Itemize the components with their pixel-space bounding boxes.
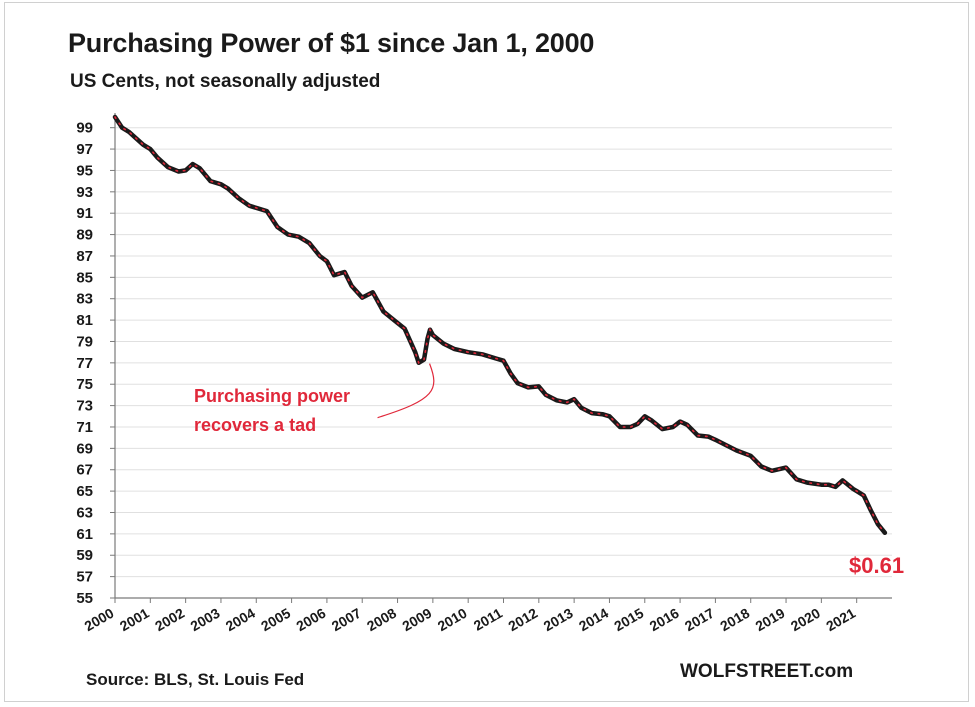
x-tick-label: 2019 <box>753 605 788 635</box>
x-tick-label: 2020 <box>788 605 823 635</box>
x-tick-label: 2006 <box>293 605 328 635</box>
y-tick-label: 55 <box>76 590 93 607</box>
x-tick-label: 2008 <box>364 605 399 635</box>
y-tick-label: 85 <box>76 269 93 286</box>
y-tick-label: 75 <box>76 376 93 393</box>
y-tick-label: 59 <box>76 547 93 564</box>
annotation-text: recovers a tad <box>194 415 316 435</box>
y-tick-label: 71 <box>76 419 93 436</box>
series-dots <box>114 116 886 534</box>
y-tick-label: 79 <box>76 333 93 350</box>
chart-subtitle: US Cents, not seasonally adjusted <box>70 71 381 92</box>
brand-logo: WOLFSTREET.com <box>680 661 854 682</box>
x-tick-label: 2018 <box>717 605 752 635</box>
y-tick-label: 87 <box>76 248 93 265</box>
x-tick-label: 2012 <box>505 605 540 635</box>
y-tick-label: 93 <box>76 184 93 201</box>
annotation-arrow <box>377 363 435 419</box>
x-tick-label: 2016 <box>647 605 682 635</box>
y-tick-label: 95 <box>76 162 93 179</box>
y-tick-label: 81 <box>76 312 93 329</box>
x-tick-label: 2011 <box>471 605 505 634</box>
y-tick-label: 91 <box>76 205 93 222</box>
x-tick-label: 2003 <box>187 605 222 635</box>
x-tick-label: 2010 <box>435 605 470 635</box>
chart-title: Purchasing Power of $1 since Jan 1, 2000 <box>68 28 595 58</box>
x-tick-label: 2013 <box>541 605 576 635</box>
x-tick-label: 2000 <box>82 605 117 635</box>
end-value-label: $0.61 <box>849 553 904 578</box>
y-tick-label: 67 <box>76 462 93 479</box>
annotation-text: Purchasing power <box>194 386 350 406</box>
y-tick-label: 77 <box>76 355 93 372</box>
source-note: Source: BLS, St. Louis Fed <box>86 670 305 689</box>
x-tick-label: 2015 <box>611 605 646 635</box>
chart-frame <box>4 2 969 702</box>
x-tick-label: 2002 <box>152 605 187 635</box>
y-tick-label: 73 <box>76 398 93 415</box>
y-tick-label: 89 <box>76 227 93 244</box>
y-tick-label: 61 <box>76 526 93 543</box>
x-tick-label: 2017 <box>682 605 717 635</box>
y-tick-label: 83 <box>76 291 93 308</box>
x-tick-label: 2007 <box>329 605 364 635</box>
x-tick-label: 2014 <box>576 605 611 635</box>
y-tick-label: 57 <box>76 569 93 586</box>
x-tick-label: 2001 <box>117 605 152 635</box>
x-tick-label: 2005 <box>258 605 293 635</box>
series-line <box>112 114 888 536</box>
y-tick-label: 65 <box>76 483 93 500</box>
y-tick-label: 99 <box>76 120 93 137</box>
x-tick-label: 2004 <box>223 605 258 635</box>
x-tick-label: 2009 <box>399 605 434 635</box>
x-tick-label: 2021 <box>823 605 858 635</box>
y-tick-label: 69 <box>76 440 93 457</box>
y-tick-label: 97 <box>76 141 93 158</box>
y-tick-label: 63 <box>76 504 93 521</box>
